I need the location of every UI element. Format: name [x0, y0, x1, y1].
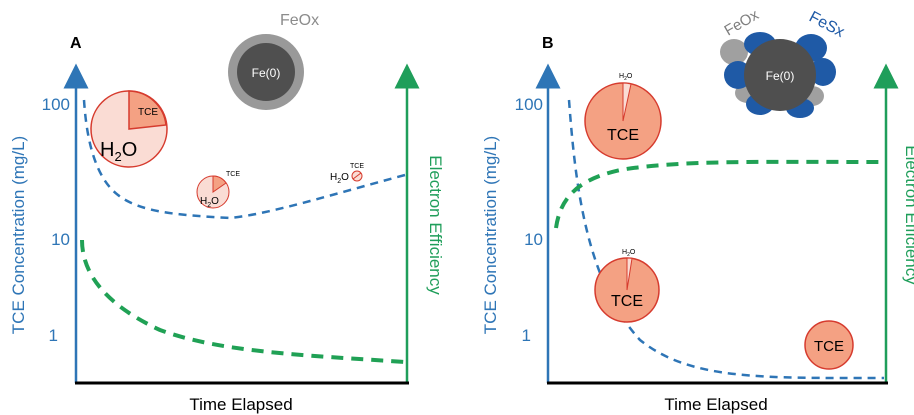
pie-large: H2O TCE [584, 73, 662, 160]
tce-curve [82, 99, 406, 220]
pie-medium-h2o-slice [626, 257, 633, 291]
panel-b-particle: Fe(0) FeOx FeSx [720, 6, 847, 118]
y-tick-1: 1 [49, 326, 58, 345]
pie-small-h2o-label: H2O [330, 172, 349, 185]
x-label: Time Elapsed [189, 395, 292, 414]
pie-small: TCE [804, 320, 854, 370]
panel-a: A Fe(0) FeOx 100 10 1 TCE Concentration … [9, 12, 445, 414]
y-right-label: Electron Efficiency [426, 155, 445, 295]
pie-large-tce-slice [128, 90, 167, 130]
pie-small-tce-slice [804, 320, 854, 370]
y-tick-10: 10 [524, 230, 543, 249]
pie-large-h2o-label: H2O [619, 73, 633, 82]
y-tick-10: 10 [51, 230, 70, 249]
pie-medium-tce-slice [212, 175, 227, 193]
y-tick-1: 1 [522, 326, 531, 345]
fe-core-label: Fe(0) [766, 69, 795, 83]
pie-medium-tce-label: TCE [611, 293, 643, 310]
pie-medium-tce-label: TCE [226, 171, 240, 178]
panel-a-particle: Fe(0) FeOx [228, 12, 319, 110]
pie-medium-h2o-label: H2O [622, 249, 636, 258]
y-left-label: TCE Concentration (mg/L) [9, 136, 28, 334]
panel-b-letter: B [542, 35, 554, 52]
y-tick-100: 100 [42, 95, 70, 114]
fe-core-label: Fe(0) [252, 66, 281, 80]
pie-large: TCE H2O [90, 90, 168, 168]
pie-small-tce-slice [352, 172, 362, 180]
pie-medium: H2O TCE [594, 249, 660, 323]
pie-medium-h2o-label: H2O [200, 196, 219, 209]
feox-label: FeOx [280, 12, 319, 29]
pie-large-tce-label: TCE [607, 127, 639, 144]
y-right-label: Electron Efficiency [902, 145, 914, 285]
fe-core [237, 43, 295, 101]
efficiency-curve [554, 159, 885, 229]
pie-small-tce-label: TCE [350, 163, 364, 170]
y-tick-100: 100 [515, 95, 543, 114]
pie-small-tce-label: TCE [814, 338, 844, 355]
pie-large-h2o-label: H2O [100, 139, 137, 164]
panel-a-letter: A [70, 35, 82, 52]
feox-patch [720, 39, 748, 65]
x-label: Time Elapsed [664, 395, 767, 414]
pie-large-h2o-slice [622, 82, 632, 122]
y-left-label: TCE Concentration (mg/L) [481, 136, 500, 334]
fe-core [744, 39, 816, 111]
efficiency-curve [80, 239, 406, 364]
pie-medium: TCE H2O [196, 171, 240, 209]
fesx-patch [810, 58, 836, 86]
pie-small: TCE H2O [330, 163, 364, 185]
pie-large-tce-label: TCE [138, 107, 158, 118]
panel-b: B Fe(0) FeOx FeSx 100 10 1 TCE Concentra… [481, 6, 914, 414]
tce-curve [567, 99, 885, 380]
